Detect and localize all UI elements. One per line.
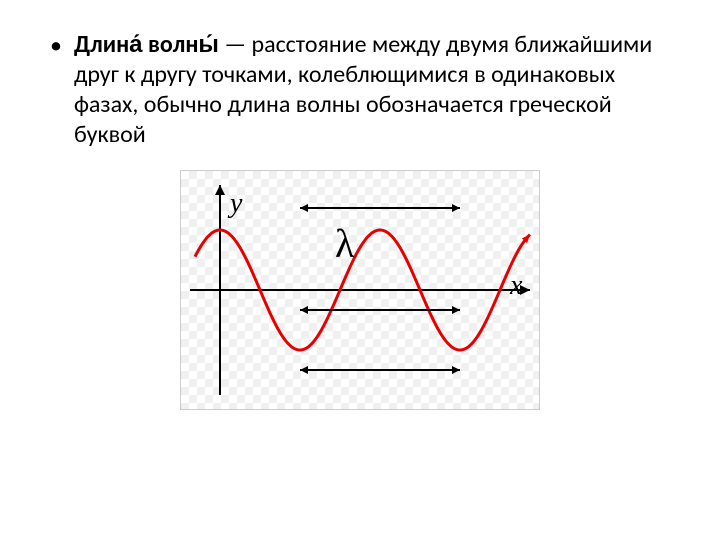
dash: — [219,30,252,59]
lambda-label: λ [335,220,354,267]
x-axis-label: x [510,270,522,302]
definition-bullet-item: • Длина́ волны́ — расстояние между двумя… [50,30,670,150]
y-axis-label: y [230,188,242,220]
term-bold: Длина́ волны́ [74,30,219,59]
definition-text: Длина́ волны́ — расстояние между двумя б… [74,30,670,150]
diagram-container: y x λ [50,170,670,410]
wavelength-diagram: y x λ [180,170,540,410]
bullet-marker: • [50,30,62,61]
